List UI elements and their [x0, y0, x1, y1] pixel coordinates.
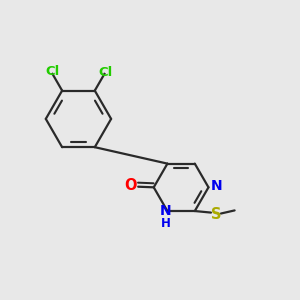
Text: Cl: Cl	[99, 66, 113, 79]
Text: N: N	[210, 179, 222, 193]
Text: N: N	[160, 204, 171, 218]
Text: S: S	[211, 207, 222, 222]
Text: H: H	[160, 217, 170, 230]
Text: Cl: Cl	[45, 65, 60, 78]
Text: O: O	[124, 178, 136, 193]
